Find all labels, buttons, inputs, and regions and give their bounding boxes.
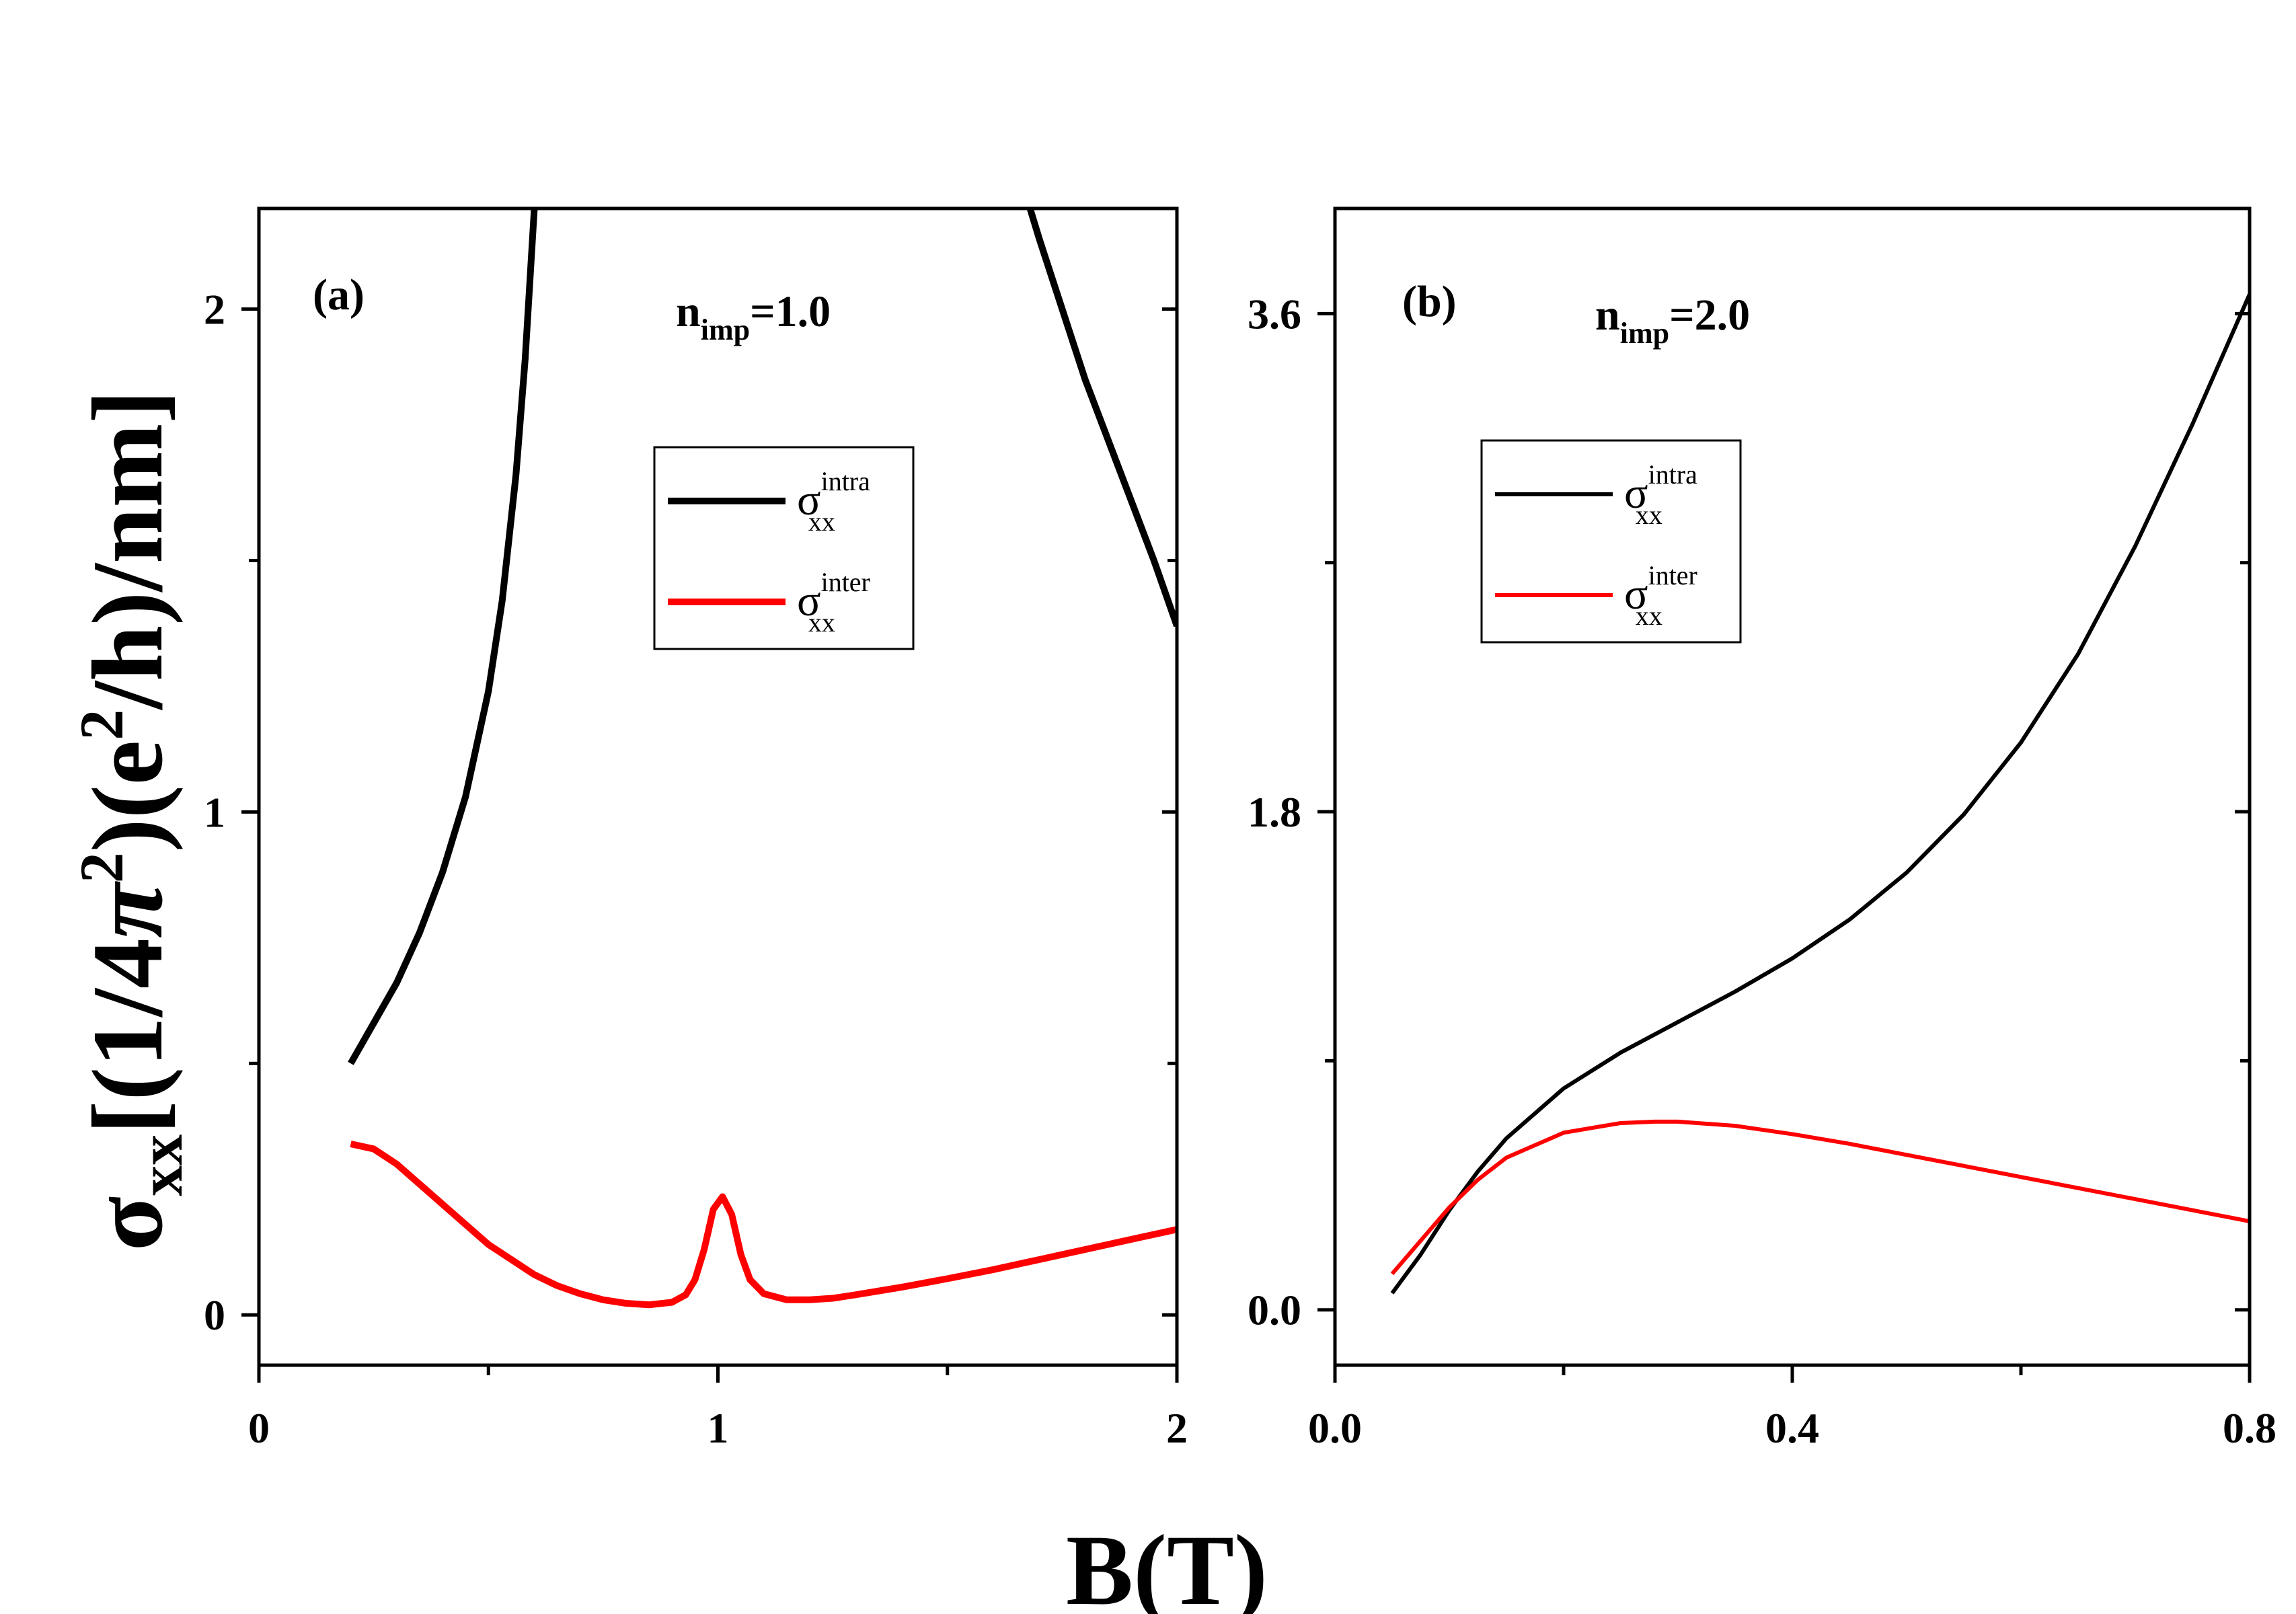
panel-b-legend-inter-sub: xx (1636, 601, 1662, 631)
panel-b-legend-inter-sup: inter (1648, 560, 1697, 590)
panel-b-legend-intra-sub: xx (1636, 500, 1662, 530)
panel-b-tag: (b) (1402, 277, 1457, 326)
panel-a-legend: σintra xx σinter xx (653, 446, 915, 650)
panel-b-xtick-label: 0.0 (1308, 1404, 1362, 1452)
y-axis-label-sup2b: 2 (67, 709, 136, 740)
panel-a-annotation-sub: imp (701, 313, 750, 346)
panel-b-legend-label-intra: σintra xx (1624, 459, 1697, 530)
panel-a-ytick-label: 1 (204, 788, 225, 836)
y-axis-label-sub: xx (126, 1135, 195, 1196)
panel-b-ytick-label: 1.8 (1248, 788, 1301, 836)
panel-b-legend-label-inter: σinter xx (1624, 560, 1697, 631)
panel-a-legend-intra-sup: intra (821, 466, 871, 496)
panel-a-annotation: nimp=1.0 (676, 287, 831, 346)
panel-b-series-inter (1390, 1119, 2250, 1276)
panel-b-curves (1390, 293, 2250, 1295)
panel-b: 0.0 0.4 0.80.01.83.6 (b) nimp=2.0 σintra xx… (1248, 206, 2276, 1452)
panel-a-legend-inter-sub: xx (808, 607, 835, 638)
panel-b-legend-intra-sup: intra (1648, 459, 1698, 490)
panel-b-legend-intra-sym: σ (1624, 469, 1648, 518)
panel-b-annotation-rest: =2.0 (1669, 291, 1750, 340)
panel-a-ytick-label: 0 (204, 1291, 225, 1339)
panel-a-xtick-label: 2 (1166, 1404, 1188, 1452)
panel-a-legend-box (653, 446, 915, 650)
panel-a-annotation-n: n (676, 287, 701, 336)
panel-b-series-intra (1390, 293, 2250, 1295)
panel-a-curves (348, 208, 1177, 1309)
panel-b-xtick-label: 0.8 (2223, 1404, 2276, 1452)
panel-a-legend-label-intra: σintra xx (797, 466, 870, 537)
panel-b-ytick-label: 0.0 (1248, 1286, 1301, 1334)
panel-a-xtick-label: 1 (707, 1404, 729, 1452)
panel-b-legend-inter-sym: σ (1624, 570, 1648, 619)
panel-a-legend-label-inter: σinter xx (797, 567, 870, 638)
panel-b-legend-box (1480, 439, 1742, 644)
y-axis-label-part2: )(e (72, 740, 184, 852)
x-axis-label: B(T) (1066, 1514, 1268, 1614)
panel-b-legend: σintra xx σinter xx (1480, 439, 1742, 644)
y-axis-label-part1: [(1/4 (72, 938, 184, 1135)
panel-b-annotation-n: n (1595, 291, 1620, 340)
panel-a-annotation-rest: =1.0 (750, 287, 831, 336)
panel-a-series-intra (348, 208, 1177, 1065)
panel-b-annotation-sub: imp (1620, 317, 1669, 350)
panel-a-xtick-label: 0 (248, 1404, 270, 1452)
y-axis-label-part3: /h)/nm] (72, 390, 184, 711)
panel-a-axes: 0 1 2 0 1 2 (204, 206, 1188, 1452)
y-axis-label-sup2: 2 (67, 852, 136, 883)
panel-a-tag: (a) (313, 270, 365, 319)
y-axis-label-sigma: σ (72, 1196, 184, 1252)
panel-b-xtick-label: 0.4 (1765, 1404, 1819, 1452)
panel-a-ytick-label: 2 (204, 286, 225, 334)
y-axis-label-pi: π (72, 880, 184, 938)
panel-a-series-inter (350, 1141, 1177, 1309)
panel-a-legend-intra-sub: xx (808, 506, 835, 537)
panel-a-legend-inter-sup: inter (821, 567, 870, 597)
panel-a-legend-inter-sym: σ (797, 576, 821, 625)
panel-a-legend-intra-sym: σ (797, 475, 821, 525)
panel-b-ytick-label: 3.6 (1248, 290, 1301, 338)
panel-b-axes: 0.0 0.4 0.8 0.0 1.8 3.6 (1248, 206, 2276, 1452)
y-axis-label: σxx[(1/4π2)(e2/h)/nm] (67, 390, 195, 1252)
panel-b-annotation: nimp=2.0 (1595, 291, 1750, 350)
